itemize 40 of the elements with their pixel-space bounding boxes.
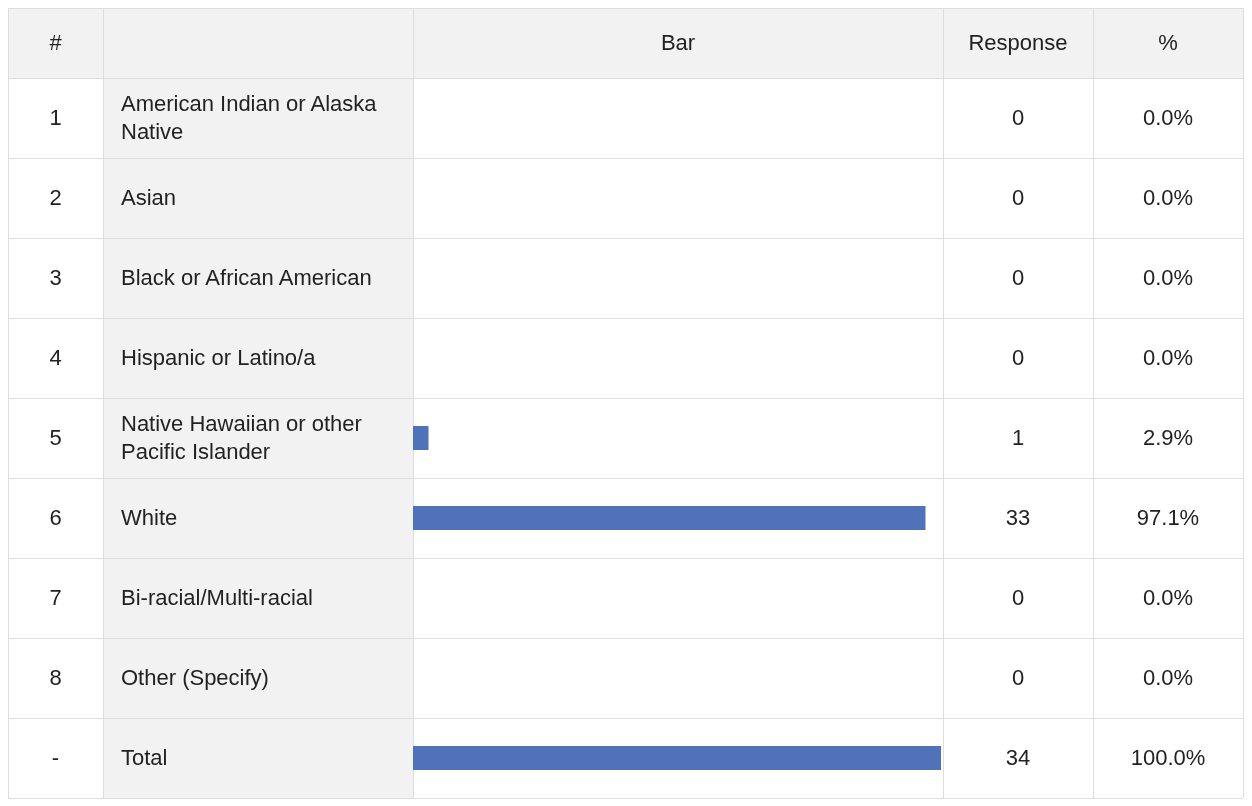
data-label: 0 — [1010, 344, 1026, 372]
text: 0.0% — [1141, 664, 1195, 692]
y-tick-label: Total — [121, 744, 169, 772]
text: 0.0% — [1141, 344, 1195, 372]
y-tick-label: Bi-racial/Multi-racial — [121, 584, 314, 612]
text: 4 — [48, 344, 63, 372]
y-tick-label: Hispanic or Latino/a — [121, 344, 317, 372]
data-label: 1 — [1010, 424, 1026, 452]
text: Response — [967, 29, 1069, 57]
text: 0.0% — [1141, 104, 1195, 132]
data-label: 0 — [1010, 184, 1026, 212]
y-tick-label: White — [121, 504, 179, 532]
data-label: 0 — [1010, 104, 1026, 132]
text: # — [48, 29, 63, 57]
data-label: 34 — [1004, 744, 1032, 772]
text: 7 — [48, 584, 63, 612]
text: 2 — [48, 184, 63, 212]
text: 97.1% — [1135, 504, 1201, 532]
text: 2.9% — [1141, 424, 1195, 452]
y-tick-label: Native Hawaiian or other Pacific Islander — [121, 410, 363, 466]
y-tick-label: Other (Specify) — [121, 664, 270, 692]
text: 100.0% — [1129, 744, 1207, 772]
y-tick-label: Black or African American — [121, 264, 373, 292]
text: 3 — [48, 264, 63, 292]
y-tick-label: American Indian or Alaska Native — [121, 90, 378, 146]
x-axis-title: Bar — [659, 29, 697, 57]
data-label: 0 — [1010, 664, 1026, 692]
text: 5 — [48, 424, 63, 452]
text: 8 — [48, 664, 63, 692]
text: % — [1157, 29, 1179, 57]
data-label: 33 — [1004, 504, 1032, 532]
data-label: 0 — [1010, 584, 1026, 612]
text: 0.0% — [1141, 264, 1195, 292]
text: 0.0% — [1141, 584, 1195, 612]
text: 0.0% — [1141, 184, 1195, 212]
text: - — [50, 744, 61, 772]
y-tick-label: Asian — [121, 184, 178, 212]
text: 6 — [48, 504, 63, 532]
data-label: 0 — [1010, 264, 1026, 292]
text: 1 — [48, 104, 63, 132]
